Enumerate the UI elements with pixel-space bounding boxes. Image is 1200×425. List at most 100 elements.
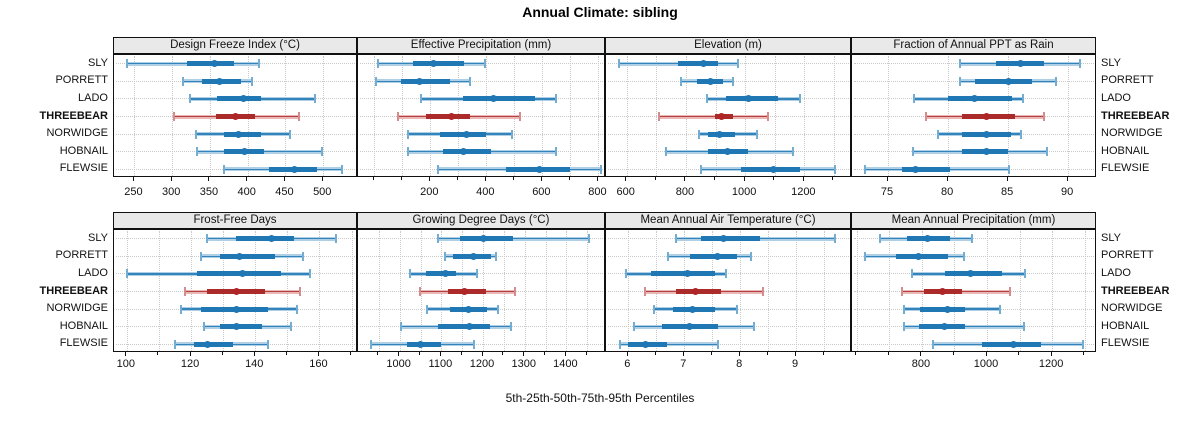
x-tick-label: 140 [245, 358, 264, 370]
median-dot [717, 113, 725, 120]
whisker-cap-left [959, 76, 962, 86]
station-label-right-sly: SLY [1101, 231, 1121, 244]
panel-plot-fraction-of-annual-ppt-as-rain [851, 54, 1096, 177]
x-gridline [626, 56, 628, 176]
median-dot [691, 288, 699, 295]
x-gridline [833, 56, 835, 176]
whisker-cap-left [644, 287, 647, 296]
whisker-cap-right [296, 304, 298, 314]
x-tick-label: 90 [1061, 186, 1074, 198]
station-label-left-flewsie: FLEWSIE [59, 337, 108, 350]
whisker-cap-right [513, 287, 516, 296]
whisker-cap-left [174, 339, 176, 349]
median-dot [210, 60, 218, 68]
median-dot [1004, 77, 1012, 85]
x-tick-label: 600 [532, 186, 551, 198]
x-tick [596, 177, 598, 181]
box-25-75 [216, 96, 262, 102]
whisker-cap-right [755, 129, 758, 139]
x-gridline [587, 231, 589, 351]
panel-title: Effective Precipitation (mm) [410, 39, 552, 51]
x-tick-label: 350 [199, 186, 219, 198]
whisker-cap-right [750, 251, 753, 261]
median-dot [983, 113, 990, 120]
x-tick [794, 352, 796, 356]
median-dot [469, 252, 477, 260]
x-minor-tick [585, 352, 587, 355]
x-minor-tick [1018, 352, 1020, 355]
whisker-cap-right [999, 304, 1002, 314]
median-dot [983, 130, 990, 138]
box-25-75 [463, 96, 535, 102]
x-minor-tick [419, 352, 421, 355]
panel-title: Mean Annual Air Temperature (°C) [640, 214, 816, 226]
box-25-75 [902, 166, 951, 172]
whisker-cap-right [732, 76, 735, 86]
panel-header-growing-degree-days-c: Growing Degree Days (°C) [357, 212, 605, 229]
whisker-cap-left [369, 339, 372, 349]
whisker-cap-right [1055, 76, 1058, 86]
x-gridline [134, 56, 136, 176]
median-dot [716, 130, 724, 138]
x-gridline [158, 231, 160, 351]
median-dot [235, 130, 243, 138]
median-dot [1009, 340, 1017, 348]
whisker-cap-right [833, 164, 836, 174]
x-minor-tick [714, 177, 716, 180]
x-minor-tick [822, 352, 824, 355]
x-gridline [768, 231, 770, 351]
whisker-cap-right [334, 234, 337, 244]
line-5-95 [438, 238, 589, 240]
whisker-cap-right [962, 251, 965, 261]
median-dot [744, 95, 752, 103]
x-tick-label: 7 [680, 358, 687, 370]
whisker-cap-left [182, 76, 185, 86]
x-tick [398, 352, 400, 356]
whisker-cap-right [308, 269, 311, 279]
whisker-cap-right [798, 94, 801, 104]
whisker-cap-left [406, 147, 409, 157]
station-label-right-threebear: THREEBEAR [1101, 109, 1170, 122]
station-label-right-porrett: PORRETT [1101, 74, 1154, 87]
x-minor-tick [832, 177, 834, 180]
whisker-cap-right [251, 76, 254, 86]
box-25-75 [920, 306, 966, 312]
station-label-left-porrett: PORRETT [55, 249, 108, 262]
x-tick-label: 250 [124, 186, 143, 198]
x-minor-tick [1083, 352, 1085, 355]
station-label-left-norwidge: NORWIDGE [46, 302, 108, 315]
median-dot [699, 60, 707, 68]
x-tick-label: 160 [309, 358, 328, 370]
whisker-cap-left [399, 322, 402, 332]
x-tick-label: 300 [161, 186, 181, 198]
panel-plot-elevation-m [605, 54, 851, 177]
whisker-cap-left [618, 59, 621, 69]
x-tick [439, 352, 441, 356]
whisker-cap-right [468, 76, 471, 86]
x-gridline [824, 231, 826, 351]
station-label-right-lado: LADO [1101, 266, 1131, 279]
x-tick [253, 352, 255, 356]
whisker-cap-left [125, 269, 128, 279]
panel-header-elevation-m: Elevation (m) [605, 37, 851, 54]
x-minor-tick [456, 177, 458, 180]
median-dot [912, 165, 920, 173]
whisker-cap-left [420, 94, 423, 104]
whisker-cap-left [657, 112, 660, 121]
panel-title: Fraction of Annual PPT as Rain [893, 39, 1054, 51]
whisker-cap-left [426, 304, 429, 314]
x-gridline [628, 231, 630, 351]
whisker-cap-right [313, 94, 316, 104]
x-tick [946, 177, 948, 181]
figure-title: Annual Climate: sibling [522, 4, 678, 20]
x-tick [321, 177, 323, 181]
median-dot [536, 165, 544, 173]
x-tick-label: 400 [237, 186, 256, 198]
median-dot [240, 95, 248, 103]
median-dot [689, 305, 697, 313]
x-tick-label: 120 [180, 358, 200, 370]
panel-plot-mean-annual-air-temperature-c [605, 229, 851, 352]
whisker-cap-right [299, 287, 302, 296]
whisker-cap-left [437, 234, 440, 244]
